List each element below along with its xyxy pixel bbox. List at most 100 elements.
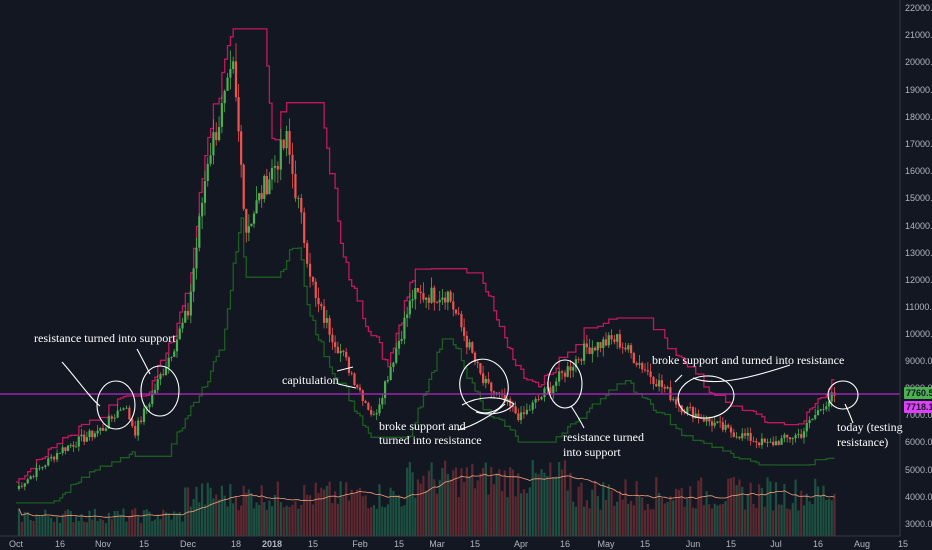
volume-bar (55, 516, 59, 536)
volume-bar (339, 481, 342, 536)
candle-body (583, 343, 586, 361)
y-tick-label: 15000.0 (905, 193, 932, 203)
candle-body (540, 397, 543, 400)
volume-bar (58, 523, 62, 536)
candle-body (525, 409, 528, 415)
volume-bar (825, 500, 828, 536)
volume-bar (500, 491, 504, 536)
x-tick-label: Jun (686, 539, 701, 549)
candle-body (320, 304, 323, 307)
candle-body (752, 440, 755, 442)
candle-body (652, 376, 655, 384)
candle-body (69, 444, 72, 446)
volume-bar (240, 505, 243, 536)
volume-bar (686, 498, 689, 536)
candle-body (178, 328, 181, 340)
y-tick-label: 16000.0 (905, 166, 932, 176)
candle-body (522, 412, 526, 415)
volume-bar (814, 478, 817, 536)
candle-body (713, 422, 716, 426)
candle-body (26, 479, 29, 484)
candle-body (325, 318, 328, 323)
volume-bar (629, 500, 633, 536)
volume-bar (816, 486, 820, 536)
candle-body (783, 434, 786, 439)
pointer-broke-support (457, 403, 506, 431)
volume-bar (69, 510, 72, 536)
candle-body (495, 392, 498, 394)
candle-body (708, 417, 711, 422)
volume-bar (552, 476, 555, 536)
candle-body (386, 380, 389, 382)
candle-body (53, 456, 56, 460)
volume-bar (96, 520, 99, 536)
volume-bar (487, 494, 490, 536)
candle-body (156, 379, 159, 390)
volume-bar (833, 493, 836, 536)
candle-body (425, 297, 428, 300)
volume-bar (618, 490, 622, 536)
volume-bar (525, 493, 528, 536)
candle-body (159, 374, 162, 380)
x-tick-label: 16 (560, 539, 570, 549)
candle-body (113, 417, 116, 419)
candle-body (263, 175, 266, 199)
candle-body (534, 399, 537, 403)
volume-bar (403, 505, 406, 536)
candle-body (511, 406, 514, 407)
candle-body (237, 97, 240, 132)
candle-body (460, 314, 463, 328)
candle-body (433, 287, 436, 303)
volume-bar (738, 479, 741, 536)
volume-bar (151, 521, 154, 536)
volume-bar (192, 499, 195, 536)
candle-body (463, 327, 466, 336)
candle-body (763, 438, 766, 443)
volume-bar (23, 511, 26, 536)
candle-body (273, 165, 277, 168)
candle-body (666, 387, 669, 389)
volume-bar (75, 516, 78, 536)
candle-body (602, 339, 605, 348)
candle-body (616, 334, 619, 342)
candle-body (749, 432, 752, 441)
volume-bar (234, 496, 238, 536)
candle-body (604, 339, 608, 346)
candle-body (151, 393, 154, 405)
volume-bar (270, 506, 274, 536)
candle-body (189, 291, 192, 316)
candle-body (780, 438, 783, 445)
candle-body (260, 193, 263, 199)
volume-bar (148, 511, 151, 536)
candle-body (791, 438, 794, 440)
volume-bar (616, 501, 619, 536)
candle-body (125, 407, 128, 409)
candle-body (83, 434, 86, 442)
candle-body (479, 363, 482, 374)
candle-body (632, 353, 635, 364)
volume-bar (342, 496, 345, 536)
volume-bar (101, 520, 105, 536)
candle-body (430, 287, 433, 303)
candle-body (383, 381, 387, 399)
note-capitulation: capitulation (282, 373, 339, 387)
volume-bar (800, 490, 803, 536)
volume-bar (422, 475, 425, 536)
candle-body (629, 345, 633, 354)
candle-body (509, 399, 512, 407)
volume-bar (156, 515, 159, 536)
candle-body (646, 370, 649, 372)
volume-bar (419, 483, 422, 536)
y-tick-label: 18000.0 (905, 112, 932, 122)
hand-drawn-annotations (61, 348, 859, 431)
volume-bar (763, 506, 766, 536)
candle-body (621, 347, 624, 349)
volume-bar (691, 507, 695, 536)
candle-body (38, 467, 41, 469)
volume-bar (297, 508, 300, 536)
candle-body (322, 306, 326, 323)
candle-body (198, 216, 201, 248)
volume-bar (162, 509, 165, 536)
candle-body (240, 131, 243, 165)
